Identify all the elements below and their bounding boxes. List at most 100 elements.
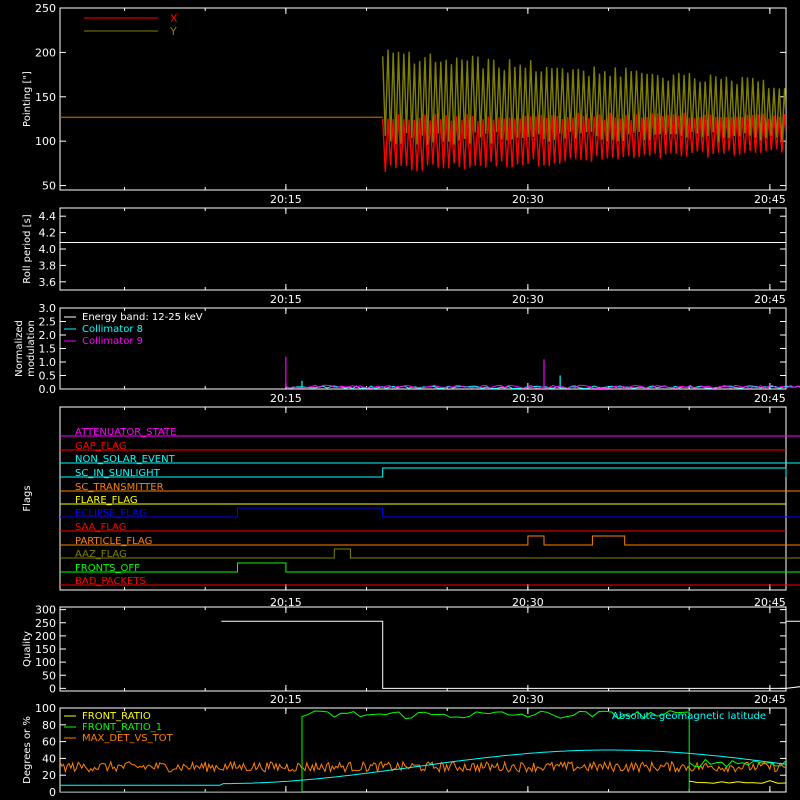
x-tick-label: 20:30 — [512, 693, 544, 706]
flag-label: FLARE_FLAG — [75, 495, 138, 506]
flag-row-sc-in-sunlight: SC_IN_SUNLIGHT — [60, 467, 787, 479]
flag-row-aaz-flag: AAZ_FLAG — [60, 548, 800, 560]
y-tick-label: 2.0 — [39, 329, 57, 342]
x-tick-label: 20:45 — [754, 293, 786, 306]
series-front-ratio-line — [689, 780, 786, 784]
series-max-det-vs-tot-line — [60, 760, 786, 774]
pointing-legend: XY — [84, 12, 178, 38]
y-tick-label: 100 — [35, 656, 56, 669]
panel-frame — [59, 406, 787, 591]
flag-label: AAZ_FLAG — [75, 549, 127, 560]
y-tick-label: 4.0 — [39, 243, 57, 256]
flag-trace — [60, 507, 800, 518]
y-axis-label: modulation — [26, 320, 37, 377]
flag-row-non-solar-event: NON_SOLAR_EVENT — [60, 454, 800, 465]
flag-label: SC_IN_SUNLIGHT — [75, 468, 161, 479]
flag-row-particle-flag: PARTICLE_FLAG — [60, 535, 800, 547]
y-tick-label: 300 — [35, 604, 56, 617]
flag-trace — [60, 467, 787, 478]
flag-label: ATTENUATOR_STATE — [75, 427, 176, 438]
panel-frame — [59, 606, 787, 692]
y-tick-label: 3.0 — [39, 302, 57, 315]
legend-label: FRONT_RATIO — [82, 711, 151, 722]
y-tick-label: 200 — [35, 46, 56, 59]
legend-label-collimator: Collimator 9 — [82, 336, 143, 347]
flag-label: SC_TRANSMITTER — [75, 482, 164, 493]
panel-frame — [59, 707, 787, 793]
y-tick-label: 40 — [42, 752, 56, 765]
y-axis-label: Flags — [22, 485, 33, 511]
flag-row-flare-flag: FLARE_FLAG — [60, 495, 786, 506]
x-tick-label: 20:30 — [512, 293, 544, 306]
x-tick-label: 20:45 — [754, 193, 786, 206]
roll-period-panel: 20:1520:3020:4521:0021:1521:303.63.84.04… — [22, 207, 787, 306]
y-tick-label: 2.5 — [39, 316, 57, 329]
x-tick-label: 20:15 — [270, 693, 302, 706]
x-tick-label: 20:30 — [512, 193, 544, 206]
y-tick-label: 0.5 — [39, 370, 57, 383]
legend-title: Energy band: 12-25 keV — [82, 312, 203, 323]
flag-row-sc-transmitter: SC_TRANSMITTER — [60, 482, 800, 493]
quality-line — [221, 620, 800, 689]
series-front-ratio-1-line — [60, 710, 786, 792]
series-y-line — [382, 49, 786, 145]
legend-label-x: X — [170, 12, 178, 25]
y-tick-label: 50 — [42, 180, 56, 193]
y-tick-label: 250 — [35, 2, 56, 15]
y-tick-label: 20 — [42, 769, 56, 782]
x-tick-label: 20:15 — [270, 596, 302, 609]
flag-row-saa-flag: SAA_FLAG — [60, 522, 786, 533]
flag-label: BAD_PACKETS — [75, 576, 146, 587]
series-x-line — [382, 112, 786, 172]
y-tick-label: 0 — [49, 682, 56, 695]
panel-frame — [59, 207, 787, 291]
flag-row-attenuator-state: ATTENUATOR_STATE — [60, 427, 800, 438]
y-tick-label: 150 — [35, 643, 56, 656]
geomagnetic-latitude-label: Absolute geomagnetic latitude — [612, 711, 766, 722]
ratios-plot-area — [60, 710, 786, 792]
x-tick-label: 20:15 — [270, 193, 302, 206]
x-tick-label: 20:30 — [512, 392, 544, 405]
flag-trace — [60, 562, 800, 573]
flag-row-fronts-off: FRONTS_OFF — [60, 562, 800, 574]
flag-row-gap-flag: GAP_FLAG — [60, 441, 786, 452]
legend-label-y: Y — [169, 25, 177, 38]
flag-row-bad-packets: BAD_PACKETS — [60, 576, 800, 587]
flag-row-eclipse-flag: ECLIPSE_FLAG — [60, 507, 800, 519]
y-tick-label: 60 — [42, 736, 56, 749]
flag-label: NON_SOLAR_EVENT — [75, 454, 176, 465]
y-tick-label: 50 — [42, 669, 56, 682]
y-tick-label: 250 — [35, 617, 56, 630]
flag-label: GAP_FLAG — [75, 441, 127, 452]
modulation-panel: 20:1520:3020:4521:0021:1521:300.00.51.01… — [14, 302, 800, 405]
panel-frame — [59, 7, 787, 191]
flag-trace — [60, 584, 800, 586]
y-tick-label: 4.2 — [39, 227, 57, 240]
quality-panel: 20:1520:3020:4521:0021:1521:300501001502… — [22, 604, 800, 706]
y-axis-label: Quality — [22, 631, 33, 667]
y-axis-label: Normalized — [14, 320, 25, 377]
y-tick-label: 100 — [35, 702, 56, 715]
x-tick-label: 20:45 — [754, 693, 786, 706]
y-tick-label: 150 — [35, 91, 56, 104]
x-tick-label: 20:45 — [754, 596, 786, 609]
flag-trace — [60, 548, 800, 559]
y-tick-label: 200 — [35, 630, 56, 643]
pointing-plot-area — [60, 49, 786, 172]
y-axis-label: Roll period [s] — [22, 214, 33, 283]
flag-label: ECLIPSE_FLAG — [75, 508, 146, 519]
y-axis-label: Pointing ["] — [22, 71, 33, 127]
pointing-panel: 20:1520:3020:4521:0021:1521:305010015020… — [22, 2, 787, 206]
series-collimator-9-line — [285, 384, 800, 389]
y-tick-label: 3.8 — [39, 259, 57, 272]
y-tick-label: 1.0 — [39, 356, 57, 369]
x-tick-label: 20:45 — [754, 392, 786, 405]
flag-label: PARTICLE_FLAG — [75, 536, 152, 547]
y-tick-label: 4.4 — [39, 210, 57, 223]
x-tick-label: 20:15 — [270, 392, 302, 405]
x-tick-label: 20:30 — [512, 596, 544, 609]
flag-trace — [60, 490, 800, 492]
